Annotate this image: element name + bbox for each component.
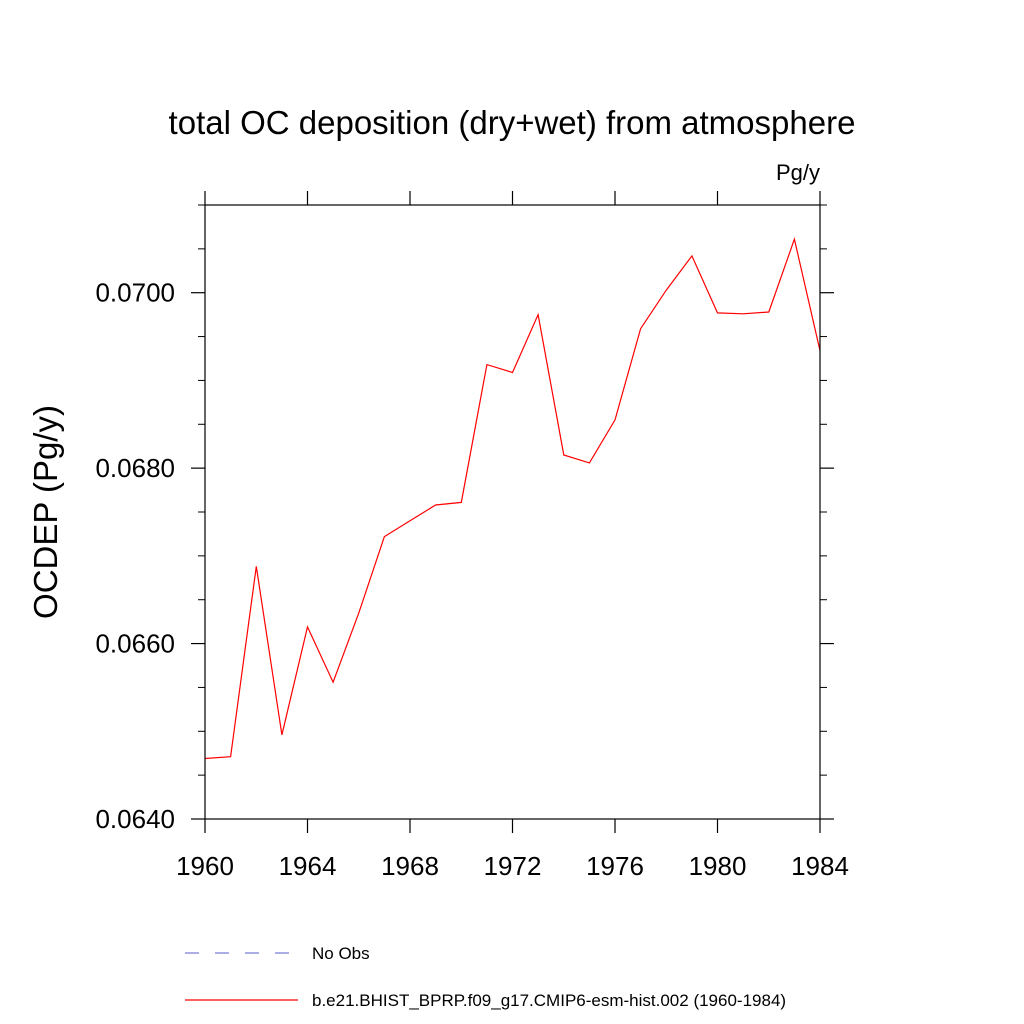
y-axis-label: OCDEP (Pg/y) xyxy=(27,405,64,619)
axis-tick-labels: 1960 1964 1968 1972 1976 1980 1984 0.0640 0.0660… xyxy=(95,278,848,881)
chart-title: total OC deposition (dry+wet) from atmos… xyxy=(169,104,856,141)
series-layer xyxy=(204,237,821,760)
x-tick-label: 1960 xyxy=(176,851,234,881)
y-tick-label: 0.0680 xyxy=(95,453,175,483)
axis-ticks xyxy=(191,191,834,833)
x-tick-label: 1964 xyxy=(279,851,337,881)
y-tick-label: 0.0660 xyxy=(95,629,175,659)
legend-label-no-obs: No Obs xyxy=(312,944,370,963)
y-tick-label: 0.0640 xyxy=(95,804,175,834)
series-line xyxy=(204,237,821,760)
x-tick-label: 1968 xyxy=(381,851,439,881)
x-tick-label: 1972 xyxy=(484,851,542,881)
y-tick-label: 0.0700 xyxy=(95,278,175,308)
x-tick-label: 1984 xyxy=(791,851,849,881)
units-label: Pg/y xyxy=(776,160,820,185)
legend: No Obs b.e21.BHIST_BPRP.f09_g17.CMIP6-es… xyxy=(185,944,786,1010)
plot-frame xyxy=(204,204,821,820)
legend-label-model-run: b.e21.BHIST_BPRP.f09_g17.CMIP6-esm-hist.… xyxy=(312,991,786,1010)
x-tick-label: 1976 xyxy=(586,851,644,881)
x-tick-label: 1980 xyxy=(689,851,747,881)
